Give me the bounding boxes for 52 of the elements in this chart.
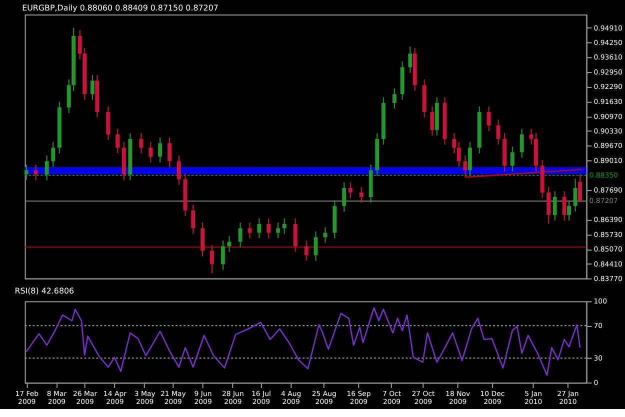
candlestick xyxy=(266,218,271,239)
candlestick xyxy=(520,128,524,158)
candlestick xyxy=(200,222,205,257)
candlestick xyxy=(486,106,491,132)
candlestick xyxy=(282,218,286,234)
candlestick xyxy=(496,119,500,146)
candlestick xyxy=(168,137,172,168)
candlestick xyxy=(348,182,352,199)
candlestick xyxy=(148,142,153,163)
line-series xyxy=(26,307,581,376)
candlestick xyxy=(468,142,472,176)
candlestick xyxy=(323,226,328,244)
chart-title: RSI(8) 42.6806 xyxy=(14,286,74,296)
candlestick xyxy=(139,132,144,154)
candlestick xyxy=(456,142,461,168)
chart-title: EURGBP,Daily 0.88060 0.88409 0.87150 0.87207 xyxy=(22,4,218,13)
candlestick xyxy=(430,106,434,136)
candlestick xyxy=(78,30,82,60)
candlestick xyxy=(176,155,181,186)
candlestick xyxy=(248,222,252,239)
candlestick xyxy=(408,46,412,74)
candlestick xyxy=(562,190,566,222)
candlestick xyxy=(573,178,578,212)
candlestick xyxy=(34,164,38,181)
candlestick xyxy=(392,88,396,110)
candlestick xyxy=(359,186,364,204)
candlestick xyxy=(314,231,318,262)
candlestick xyxy=(578,174,582,203)
candlestick xyxy=(51,142,56,168)
candlestick xyxy=(158,137,162,163)
candlestick xyxy=(342,182,346,212)
candlestick xyxy=(567,200,571,222)
candlestick xyxy=(220,240,225,270)
candlestick xyxy=(116,128,120,154)
candlestick xyxy=(90,74,94,100)
candlestick xyxy=(546,186,551,224)
candlestick xyxy=(304,240,308,262)
candlestick xyxy=(238,222,242,248)
candlestick xyxy=(227,236,232,252)
candlestick xyxy=(106,106,110,141)
candlestick xyxy=(257,218,262,239)
candlestick xyxy=(552,190,557,222)
candlestick xyxy=(452,132,456,154)
candlestick xyxy=(210,244,214,274)
candlestick xyxy=(463,155,468,178)
candlestick xyxy=(24,164,28,180)
candlestick xyxy=(44,155,49,181)
candlestick xyxy=(276,222,280,239)
candlestick xyxy=(66,79,71,114)
candlestick xyxy=(510,146,514,172)
candlestick xyxy=(293,218,298,252)
candlestick xyxy=(191,204,196,234)
